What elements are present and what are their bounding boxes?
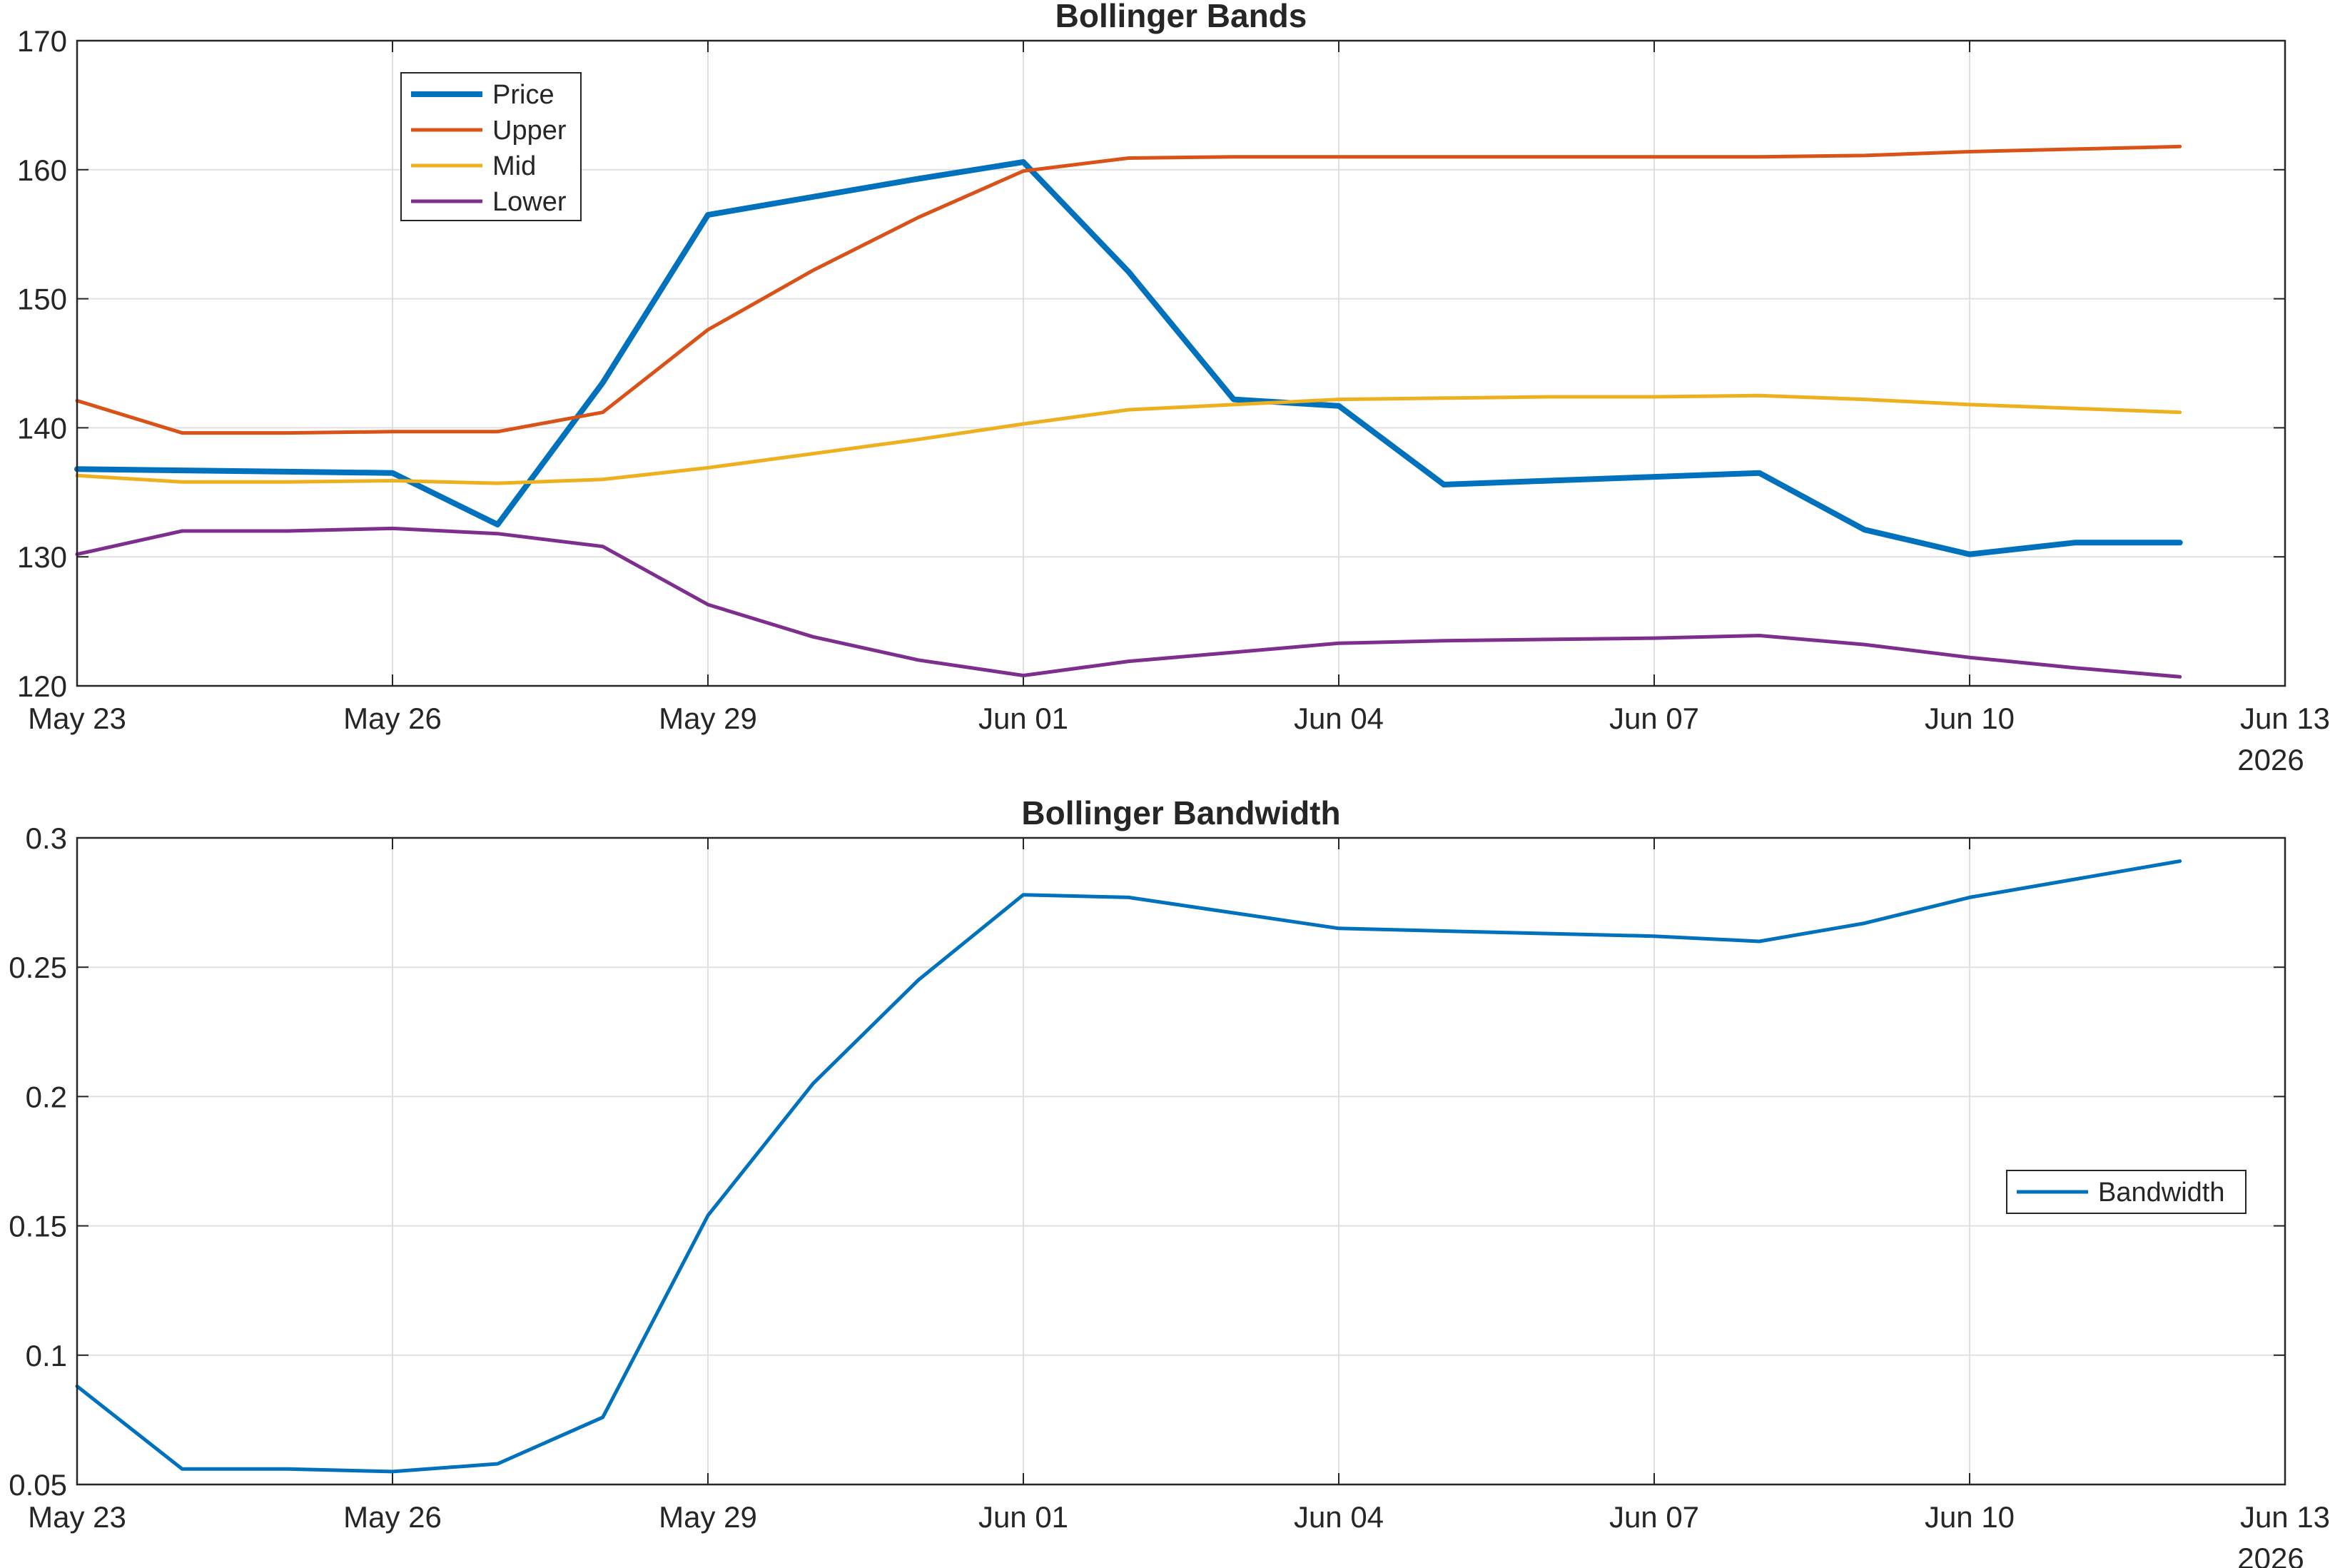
axes-box — [76, 836, 2286, 1486]
legend-label-upper: Upper — [492, 116, 567, 146]
x-tick-label: Jun 10 — [1925, 702, 2015, 735]
plot-area — [77, 838, 2285, 1484]
x-tick-label: May 29 — [659, 1500, 757, 1534]
series-line-mid — [75, 393, 2182, 485]
x-tick-label: May 26 — [343, 702, 442, 735]
x-tick-label: Jun 01 — [978, 1500, 1068, 1534]
chart-title: Bollinger Bands — [1055, 0, 1307, 34]
y-tick-label: 130 — [17, 540, 67, 574]
x-tick-label: Jun 04 — [1294, 1500, 1384, 1534]
x-year-label: 2026 — [2237, 1542, 2304, 1568]
legend-label-price: Price — [492, 80, 554, 110]
series-line-bandwidth — [75, 859, 2182, 1474]
legend-label-mid: Mid — [492, 151, 536, 181]
y-tick-label: 0.1 — [26, 1339, 67, 1372]
x-tick-label: Jun 13 — [2240, 702, 2330, 735]
x-tick-label: Jun 07 — [1609, 1500, 1699, 1534]
legend-box — [400, 72, 582, 221]
x-tick-label: May 26 — [343, 1500, 442, 1534]
legend-label-lower: Lower — [492, 187, 567, 217]
axes-box — [76, 39, 2286, 687]
y-tick-label: 140 — [17, 411, 67, 445]
x-tick-label: Jun 04 — [1294, 702, 1384, 735]
series-line-lower — [75, 526, 2182, 679]
series-line-upper — [75, 144, 2182, 435]
x-tick-label: May 29 — [659, 702, 757, 735]
y-tick-label: 170 — [17, 24, 67, 58]
x-year-label: 2026 — [2237, 743, 2304, 777]
y-tick-label: 0.15 — [9, 1210, 67, 1243]
x-tick-label: Jun 13 — [2240, 1500, 2330, 1534]
y-tick-label: 120 — [17, 669, 67, 703]
y-tick-label: 0.3 — [26, 821, 67, 855]
y-tick-label: 0.05 — [9, 1468, 67, 1502]
series-line-price — [74, 159, 2183, 557]
y-tick-label: 160 — [17, 153, 67, 187]
x-tick-label: Jun 10 — [1925, 1500, 2015, 1534]
x-tick-label: May 23 — [28, 702, 126, 735]
y-tick-label: 0.25 — [9, 951, 67, 984]
y-tick-label: 0.2 — [26, 1080, 67, 1113]
x-tick-label: Jun 07 — [1609, 702, 1699, 735]
chart-title: Bollinger Bandwidth — [1021, 794, 1340, 831]
x-tick-label: Jun 01 — [978, 702, 1068, 735]
legend-label-bandwidth: Bandwidth — [2098, 1178, 2224, 1208]
y-tick-label: 150 — [17, 283, 67, 316]
x-tick-label: May 23 — [28, 1500, 126, 1534]
